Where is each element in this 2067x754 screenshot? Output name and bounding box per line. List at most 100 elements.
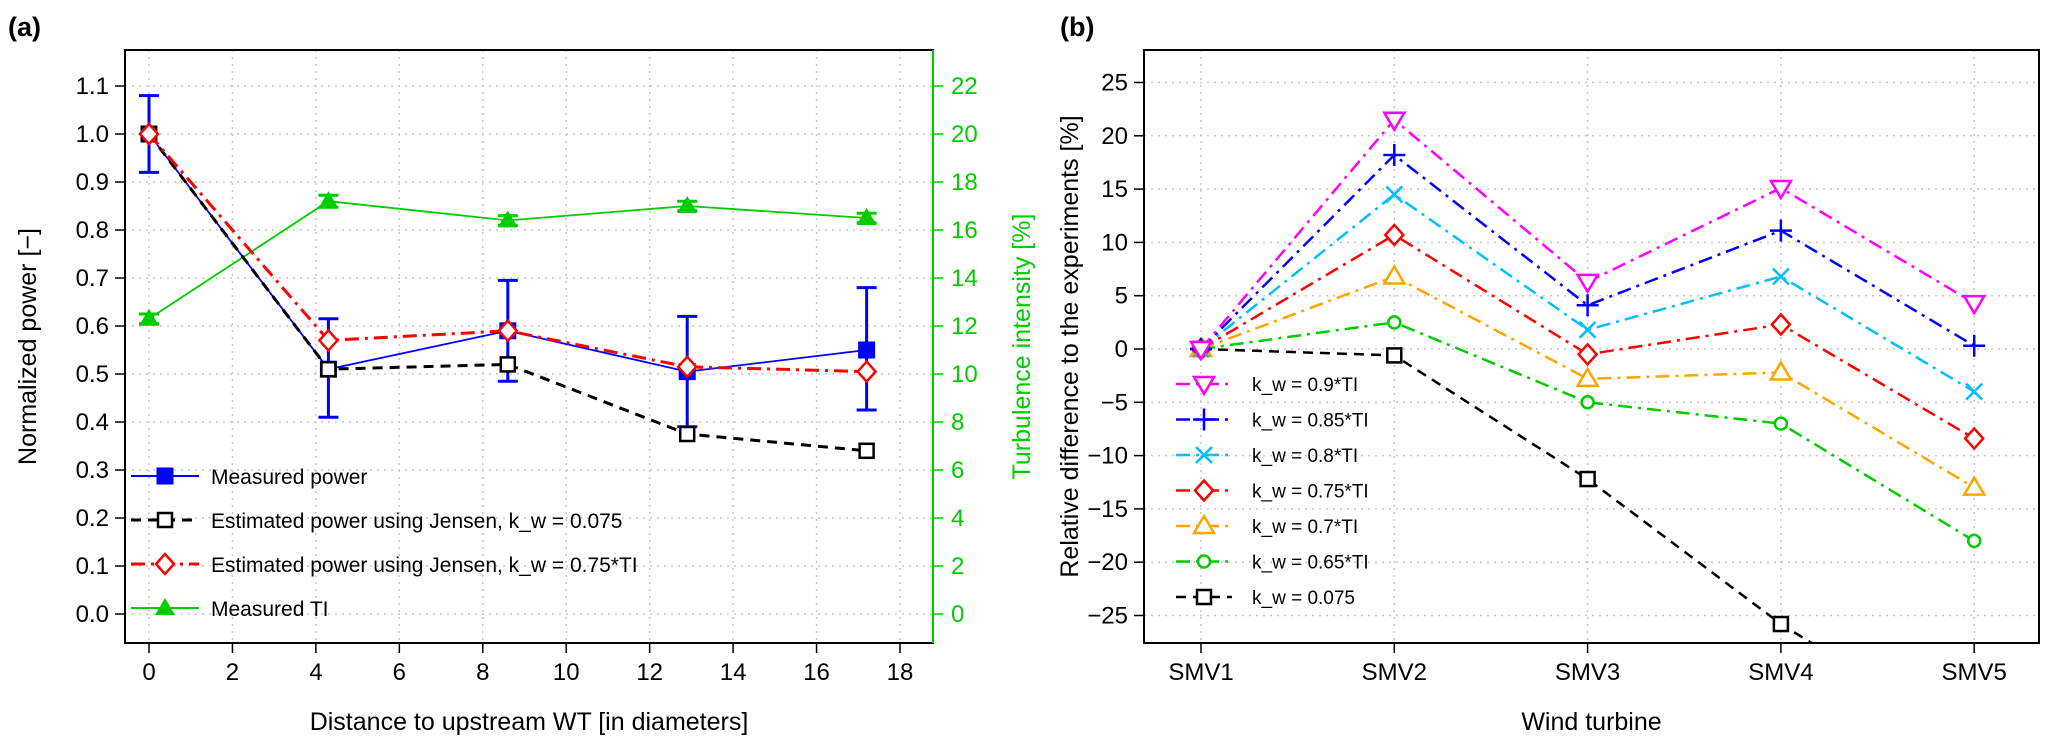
- legend-label: Measured TI: [211, 598, 329, 621]
- legend-marker: [1196, 554, 1212, 569]
- y-right-tick-label: 12: [951, 313, 978, 340]
- legend-marker: [1191, 513, 1217, 535]
- x-tick-label: SMV4: [1748, 659, 1813, 686]
- y-tick-label: 15: [1101, 176, 1128, 203]
- y-right-tick-label: 4: [951, 505, 964, 532]
- legend-item: k_w = 0.75*TI: [1176, 478, 1369, 503]
- y-right-tick-label: 8: [951, 409, 964, 436]
- y-tick-label: 0.1: [76, 553, 109, 580]
- y-tick-label: 0.0: [76, 601, 109, 628]
- legend-marker: [155, 598, 175, 615]
- y-right-axis-title: Turbulence intensity [%]: [1008, 214, 1036, 480]
- legend-label: k_w = 0.075: [1252, 588, 1355, 609]
- data-point: [1773, 416, 1789, 431]
- legend-marker: [1193, 478, 1215, 503]
- legend-label: Estimated power using Jensen, k_w = 0.75…: [211, 554, 638, 577]
- panel-label: (b): [1060, 12, 1094, 42]
- series-k-w-0-9-ti: [1188, 111, 1987, 362]
- data-point: [1772, 267, 1790, 286]
- series-group: [1188, 111, 1987, 643]
- data-point: [1576, 294, 1599, 317]
- data-point: [1769, 219, 1792, 242]
- y-tick-label: 20: [1101, 123, 1128, 150]
- y-tick-label: −5: [1101, 389, 1128, 416]
- x-tick-label: 4: [309, 659, 322, 686]
- legend-label: k_w = 0.8*TI: [1252, 446, 1358, 467]
- data-point: [1387, 315, 1402, 330]
- data-point: [1382, 264, 1407, 285]
- data-point: [1966, 533, 1982, 549]
- data-point: [1575, 273, 1600, 295]
- legend-label: Measured power: [211, 466, 367, 489]
- series-estimated-power-using-jensen-k-w-0-75-ti: [138, 122, 878, 384]
- data-point: [1385, 185, 1404, 204]
- y-right-tick-label: 14: [951, 265, 978, 292]
- data-point: [1580, 395, 1595, 410]
- y-right-tick-label: 16: [951, 217, 978, 244]
- y-tick-label: 0.4: [76, 409, 109, 436]
- x-tick-label: 0: [142, 659, 155, 686]
- x-tick-label: SMV3: [1555, 659, 1620, 686]
- series-line: [1200, 153, 1975, 350]
- legend-item: Estimated power using Jensen, k_w = 0.07…: [131, 510, 623, 533]
- series-k-w-0-8-ti: [1192, 185, 1984, 401]
- y-tick-label: 25: [1101, 70, 1128, 97]
- y-tick-label: −10: [1087, 443, 1128, 470]
- x-tick-label: 14: [720, 659, 747, 686]
- series-line: [1200, 192, 1975, 393]
- x-tick-label: 6: [393, 659, 406, 686]
- data-point: [317, 328, 340, 353]
- data-point: [1768, 359, 1794, 381]
- y-tick-label: 0.2: [76, 505, 109, 532]
- data-point: [499, 356, 517, 373]
- data-point: [1962, 294, 1987, 316]
- legend-marker: [154, 552, 176, 576]
- data-point: [858, 341, 876, 359]
- data-point: [139, 308, 159, 326]
- data-point: [858, 442, 875, 460]
- x-tick-label: 2: [226, 659, 239, 686]
- y-tick-label: 0.6: [76, 313, 109, 340]
- x-tick-label: SMV2: [1362, 659, 1427, 686]
- legend-item: k_w = 0.7*TI: [1176, 513, 1358, 538]
- y-tick-label: 10: [1101, 229, 1128, 256]
- y-right-tick-label: 18: [951, 169, 978, 196]
- legend-marker: [1195, 446, 1213, 464]
- x-tick-label: SMV5: [1942, 659, 2007, 686]
- panel-a: (a) 0 2 4 6 8 10 12 14 16 18 0.0 0.1 0.2 0.3 0.4 0.5 0.6 0…: [8, 12, 1036, 736]
- y-tick-label: 1.0: [76, 121, 109, 148]
- x-tick-label: 8: [476, 659, 489, 686]
- plot-frame: [1143, 49, 2040, 644]
- y-right-tick-label: 6: [951, 457, 964, 484]
- legend-item: Measured TI: [131, 598, 329, 621]
- data-point: [1963, 426, 1985, 451]
- y-axis-title: Normalized power [−]: [14, 228, 42, 465]
- panel-label: (a): [8, 12, 41, 42]
- legend-item: k_w = 0.85*TI: [1176, 408, 1369, 432]
- y-tick-label: 0.9: [76, 169, 109, 196]
- data-point: [138, 122, 160, 146]
- data-point: [676, 354, 698, 379]
- y-tick-label: 1.1: [76, 73, 109, 100]
- data-point: [1382, 111, 1407, 133]
- data-point: [1576, 342, 1599, 367]
- legend-marker: [156, 511, 174, 529]
- y-tick-label: −15: [1087, 496, 1128, 523]
- y-tick-label: 0.3: [76, 457, 109, 484]
- data-point: [1579, 470, 1596, 488]
- legend-label: k_w = 0.7*TI: [1252, 517, 1358, 538]
- legend-label: Estimated power using Jensen, k_w = 0.07…: [211, 510, 623, 533]
- data-point: [1383, 143, 1406, 166]
- x-tick-label: SMV1: [1168, 659, 1233, 686]
- legend-marker: [1191, 375, 1217, 397]
- data-point: [677, 196, 698, 213]
- series-measured-power: [139, 94, 877, 429]
- y-tick-label: 0.5: [76, 361, 109, 388]
- data-point: [1965, 382, 1984, 401]
- y-right-tick-label: 2: [951, 553, 964, 580]
- data-point: [855, 359, 878, 384]
- x-tick-label: 10: [553, 659, 580, 686]
- y-axis-title: Relative difference to the experiments […: [1056, 115, 1084, 577]
- data-point: [497, 318, 519, 343]
